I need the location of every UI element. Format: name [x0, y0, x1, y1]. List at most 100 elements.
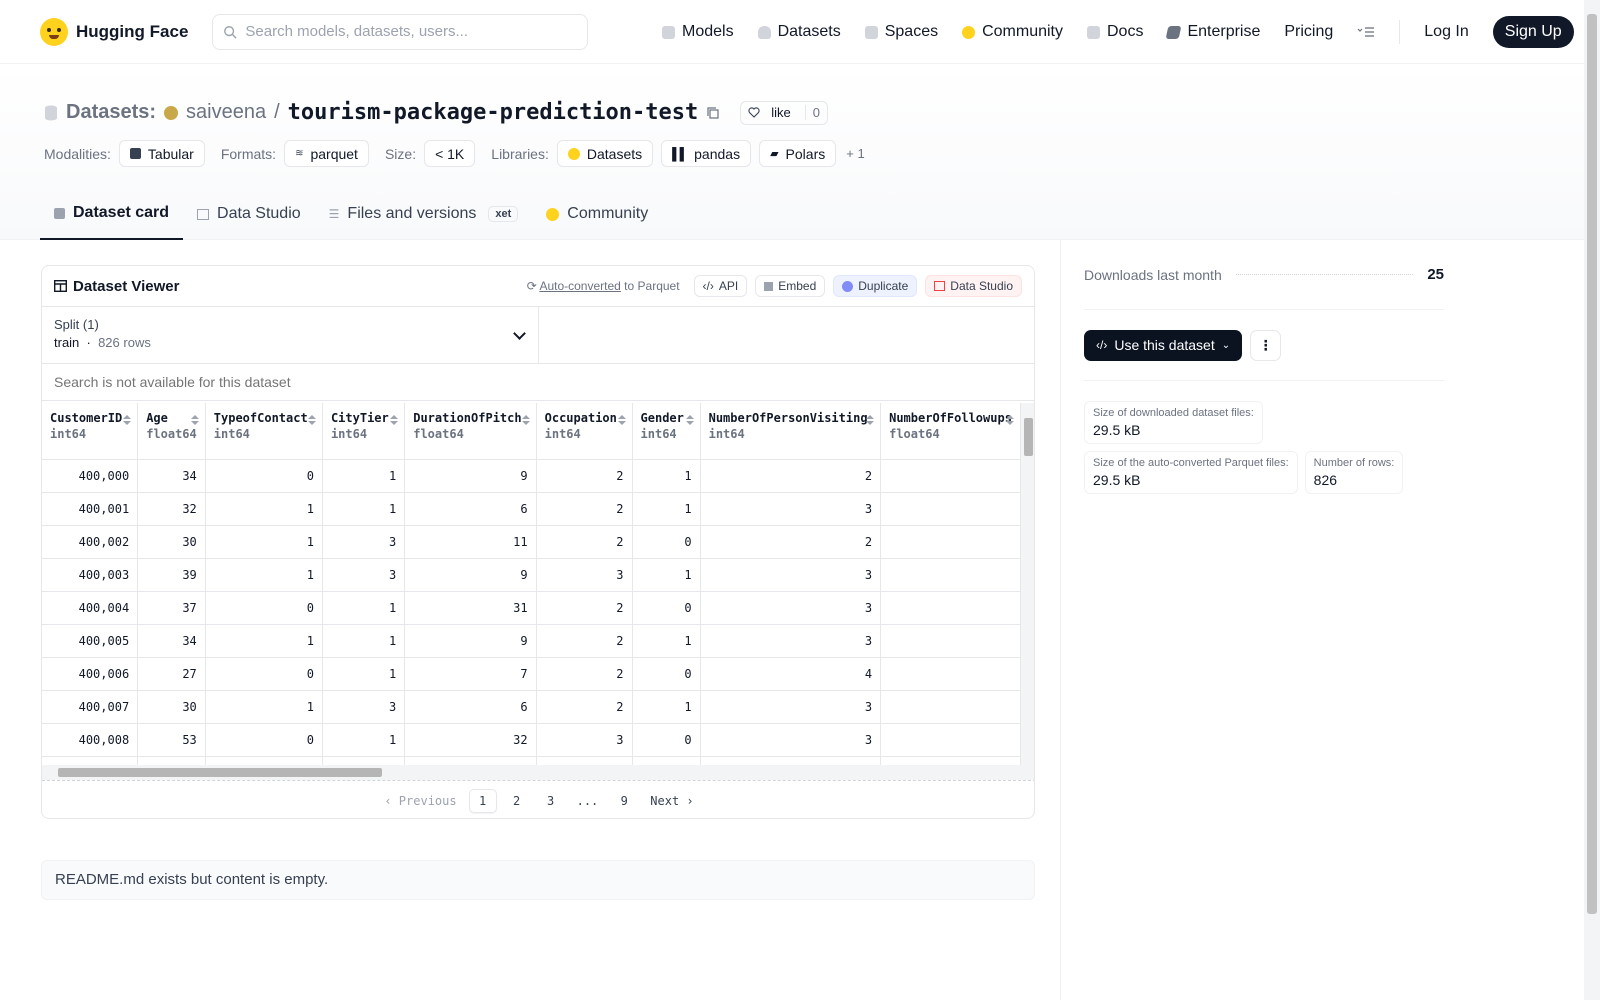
table-cell[interactable]: [880, 492, 1021, 526]
table-row[interactable]: 400,006 27 0 1 7 2 0 4: [42, 657, 1021, 691]
table-cell[interactable]: 2: [536, 624, 633, 658]
table-cell[interactable]: 3: [536, 558, 633, 592]
table-cell[interactable]: 2: [700, 458, 882, 493]
table-row[interactable]: 400,003 39 1 3 9 3 1 3: [42, 558, 1021, 592]
table-cell[interactable]: 3: [322, 525, 406, 559]
table-cell[interactable]: 32: [137, 492, 206, 526]
table-row[interactable]: 400,000 34 0 1 9 2 1 2: [42, 458, 1021, 493]
repo-owner[interactable]: saiveena: [186, 101, 267, 123]
column-header[interactable]: CustomerID int64: [42, 403, 139, 460]
page-scroll-thumb[interactable]: [1587, 14, 1597, 914]
tag-library-datasets[interactable]: Datasets: [556, 140, 654, 167]
next-page-button[interactable]: Next ›: [644, 789, 699, 813]
table-row[interactable]: 400,001 32 1 1 6 2 1 3: [42, 492, 1021, 526]
table-cell[interactable]: 4: [700, 657, 882, 691]
table-row[interactable]: 400,004 37 0 1 31 2 0 3: [42, 591, 1021, 625]
data-studio-button[interactable]: Data Studio: [925, 275, 1022, 297]
column-header[interactable]: TypeofContact int64: [205, 403, 323, 460]
global-search[interactable]: [212, 13, 589, 50]
table-cell[interactable]: 1: [205, 690, 323, 724]
table-cell[interactable]: 2: [536, 591, 633, 625]
sort-icon[interactable]: [618, 415, 626, 427]
table-row[interactable]: 400,005 34 1 1 9 2 1 3: [42, 624, 1021, 658]
table-cell[interactable]: [880, 458, 1021, 493]
nav-enterprise[interactable]: Enterprise: [1166, 23, 1260, 41]
table-cell[interactable]: 37: [137, 591, 206, 625]
table-cell[interactable]: 1: [205, 492, 323, 526]
table-cell[interactable]: 1: [205, 624, 323, 658]
table-cell[interactable]: 0: [205, 657, 323, 691]
table-cell[interactable]: 7: [404, 657, 537, 691]
table-cell[interactable]: 9: [404, 558, 537, 592]
table-cell[interactable]: 3: [322, 558, 406, 592]
table-cell[interactable]: 0: [632, 756, 701, 765]
page-9-button[interactable]: 9: [620, 793, 628, 808]
sort-icon[interactable]: [1006, 415, 1014, 427]
table-cell[interactable]: [880, 591, 1021, 625]
column-header[interactable]: Age float64: [137, 403, 206, 460]
table-cell[interactable]: 53: [137, 723, 206, 757]
table-cell[interactable]: 400,006: [42, 657, 139, 691]
table-cell[interactable]: 400,001: [42, 492, 139, 526]
table-row[interactable]: 400,007 30 1 3 6 2 1 3: [42, 690, 1021, 724]
more-libraries[interactable]: + 1: [846, 146, 865, 161]
table-cell[interactable]: 30: [137, 690, 206, 724]
column-header[interactable]: CityTier int64: [322, 403, 406, 460]
table-cell[interactable]: 2: [536, 690, 633, 724]
table-cell[interactable]: 2: [536, 492, 633, 526]
table-row[interactable]: 400,00955017203: [42, 756, 1021, 765]
column-header[interactable]: NumberOfFollowups float64: [880, 403, 1021, 460]
sort-icon[interactable]: [390, 415, 398, 427]
table-cell[interactable]: 2: [536, 756, 633, 765]
tab-community[interactable]: Community: [532, 188, 662, 240]
table-cell[interactable]: 1: [632, 558, 701, 592]
table-cell[interactable]: 2: [536, 657, 633, 691]
sort-icon[interactable]: [866, 415, 874, 427]
tag-library-pandas[interactable]: ▌▌ pandas: [661, 140, 752, 167]
table-cell[interactable]: 3: [322, 690, 406, 724]
table-cell[interactable]: [880, 690, 1021, 724]
sort-icon[interactable]: [191, 415, 199, 427]
table-cell[interactable]: 3: [700, 558, 882, 592]
tab-data-studio[interactable]: Data Studio: [183, 188, 315, 240]
table-cell[interactable]: 34: [137, 624, 206, 658]
table-cell[interactable]: 400,009: [42, 756, 139, 765]
tab-dataset-card[interactable]: Dataset card: [40, 188, 184, 240]
table-cell[interactable]: 1: [632, 492, 701, 526]
table-cell[interactable]: 0: [632, 723, 701, 757]
global-search-input[interactable]: [245, 23, 566, 40]
copy-icon[interactable]: [706, 106, 720, 120]
tab-files-and-versions[interactable]: ☰ Files and versions xet: [315, 188, 533, 240]
table-cell[interactable]: [880, 657, 1021, 691]
table-cell[interactable]: 400,005: [42, 624, 139, 658]
table-cell[interactable]: 32: [404, 723, 537, 757]
table-cell[interactable]: 6: [404, 492, 537, 526]
sort-icon[interactable]: [123, 415, 131, 427]
table-cell[interactable]: 3: [700, 756, 882, 765]
nav-menu-button[interactable]: [1357, 26, 1375, 38]
repo-type-label[interactable]: Datasets:: [66, 101, 157, 123]
brand-link[interactable]: Hugging Face: [40, 17, 188, 46]
nav-community[interactable]: Community: [962, 23, 1063, 41]
table-cell[interactable]: 1: [322, 624, 406, 658]
table-cell[interactable]: [880, 525, 1021, 559]
sort-icon[interactable]: [686, 415, 694, 427]
table-cell[interactable]: 2: [536, 525, 633, 559]
table-cell[interactable]: 2: [700, 525, 882, 559]
table-cell[interactable]: 0: [205, 756, 323, 765]
table-cell[interactable]: 3: [700, 591, 882, 625]
table-cell[interactable]: 3: [536, 723, 633, 757]
page-scrollbar[interactable]: [1584, 0, 1600, 1000]
table-cell[interactable]: 9: [404, 458, 537, 493]
table-cell[interactable]: 400,008: [42, 723, 139, 757]
table-cell[interactable]: [880, 624, 1021, 658]
table-cell[interactable]: 1: [322, 591, 406, 625]
table-cell[interactable]: 1: [322, 657, 406, 691]
table-cell[interactable]: 3: [700, 723, 882, 757]
table-cell[interactable]: 55: [137, 756, 206, 765]
tag-parquet[interactable]: ≋ parquet: [284, 140, 369, 167]
table-cell[interactable]: [880, 756, 1021, 765]
table-row[interactable]: 400,008 53 0 1 32 3 0 3: [42, 723, 1021, 757]
table-cell[interactable]: 39: [137, 558, 206, 592]
table-cell[interactable]: 1: [322, 492, 406, 526]
